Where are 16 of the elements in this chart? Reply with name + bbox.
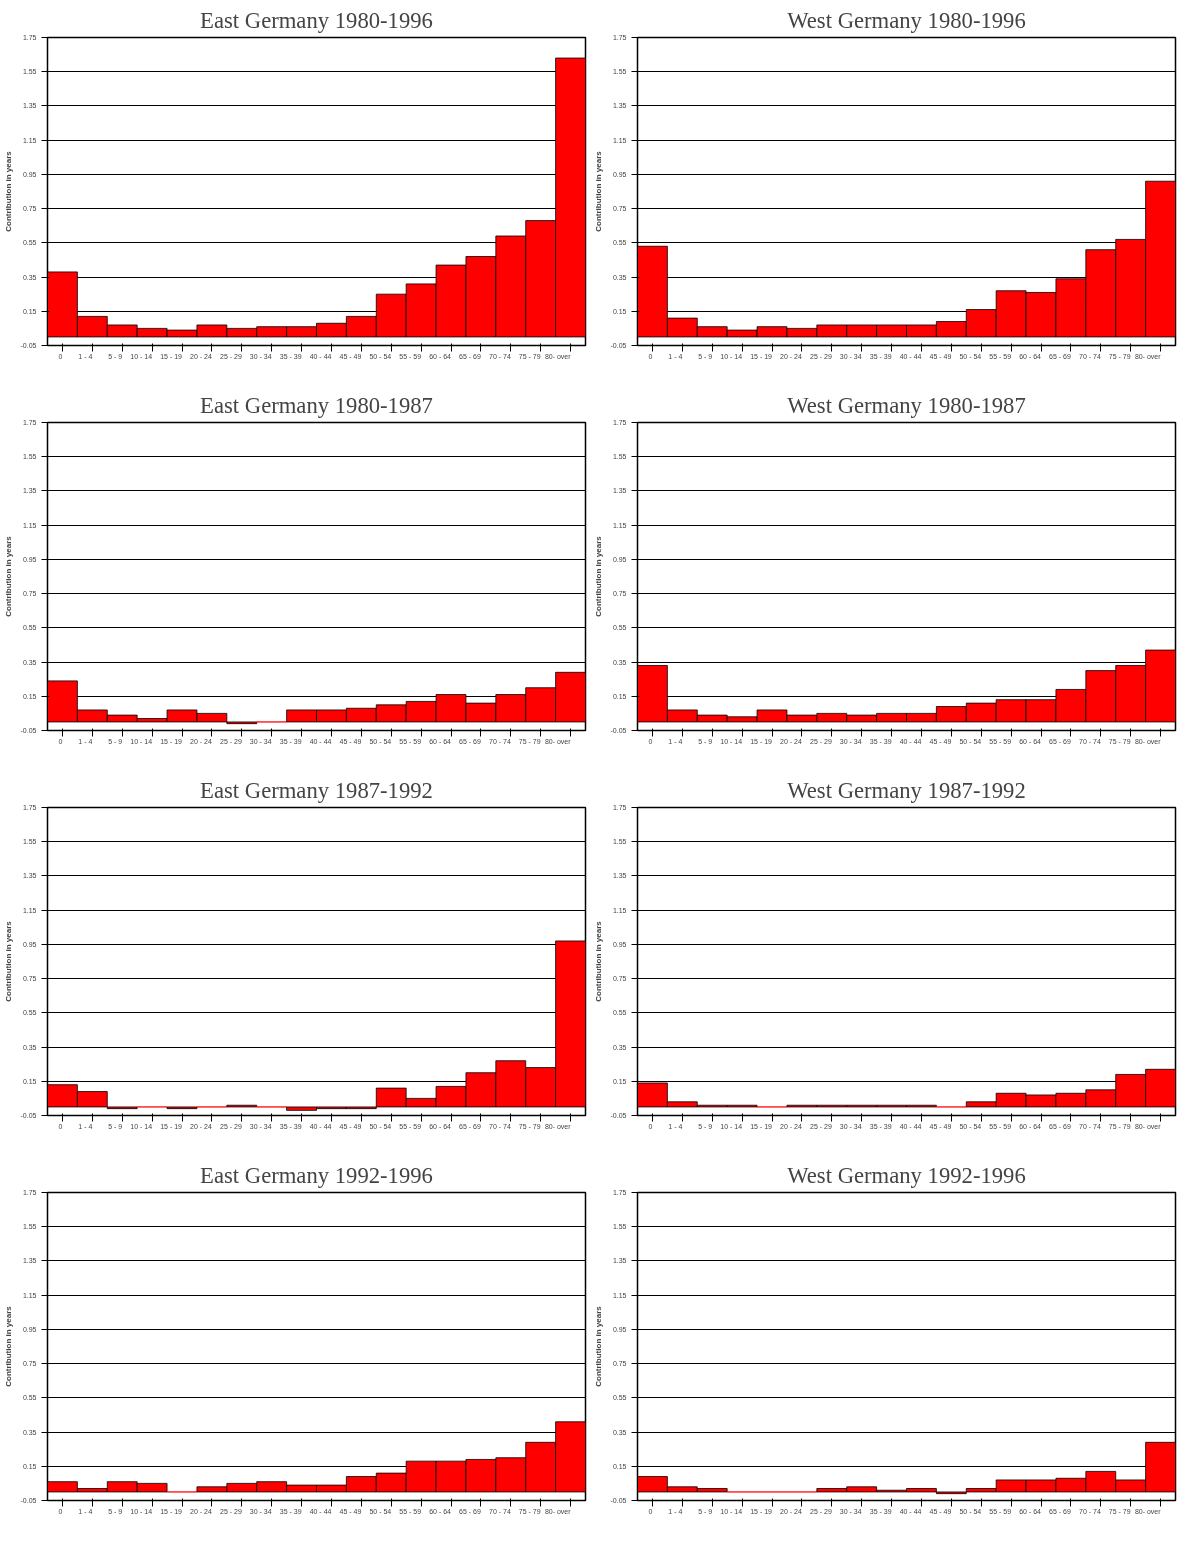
- y-axis-title: Contribution in years: [3, 1305, 13, 1387]
- chart-title: East Germany 1987-1992: [200, 777, 433, 803]
- chart-title: East Germany 1980-1987: [200, 392, 433, 418]
- y-axis-title: Contribution in years: [3, 150, 13, 232]
- y-axis-title: Contribution in years: [3, 920, 13, 1002]
- chart-title: West Germany 1980-1996: [787, 7, 1026, 33]
- chart-title: West Germany 1987-1992: [787, 777, 1026, 803]
- y-axis-title: Contribution in years: [593, 1305, 603, 1387]
- chart-title: West Germany 1980-1987: [787, 392, 1026, 418]
- chart-title: West Germany 1992-1996: [787, 1162, 1026, 1188]
- chart-title: East Germany 1992-1996: [200, 1162, 433, 1188]
- chart-title: East Germany 1980-1996: [200, 7, 433, 33]
- y-axis-title: Contribution in years: [593, 535, 603, 617]
- y-axis-title: Contribution in years: [593, 920, 603, 1002]
- y-axis-title: Contribution in years: [593, 150, 603, 232]
- y-axis-title: Contribution in years: [3, 535, 13, 617]
